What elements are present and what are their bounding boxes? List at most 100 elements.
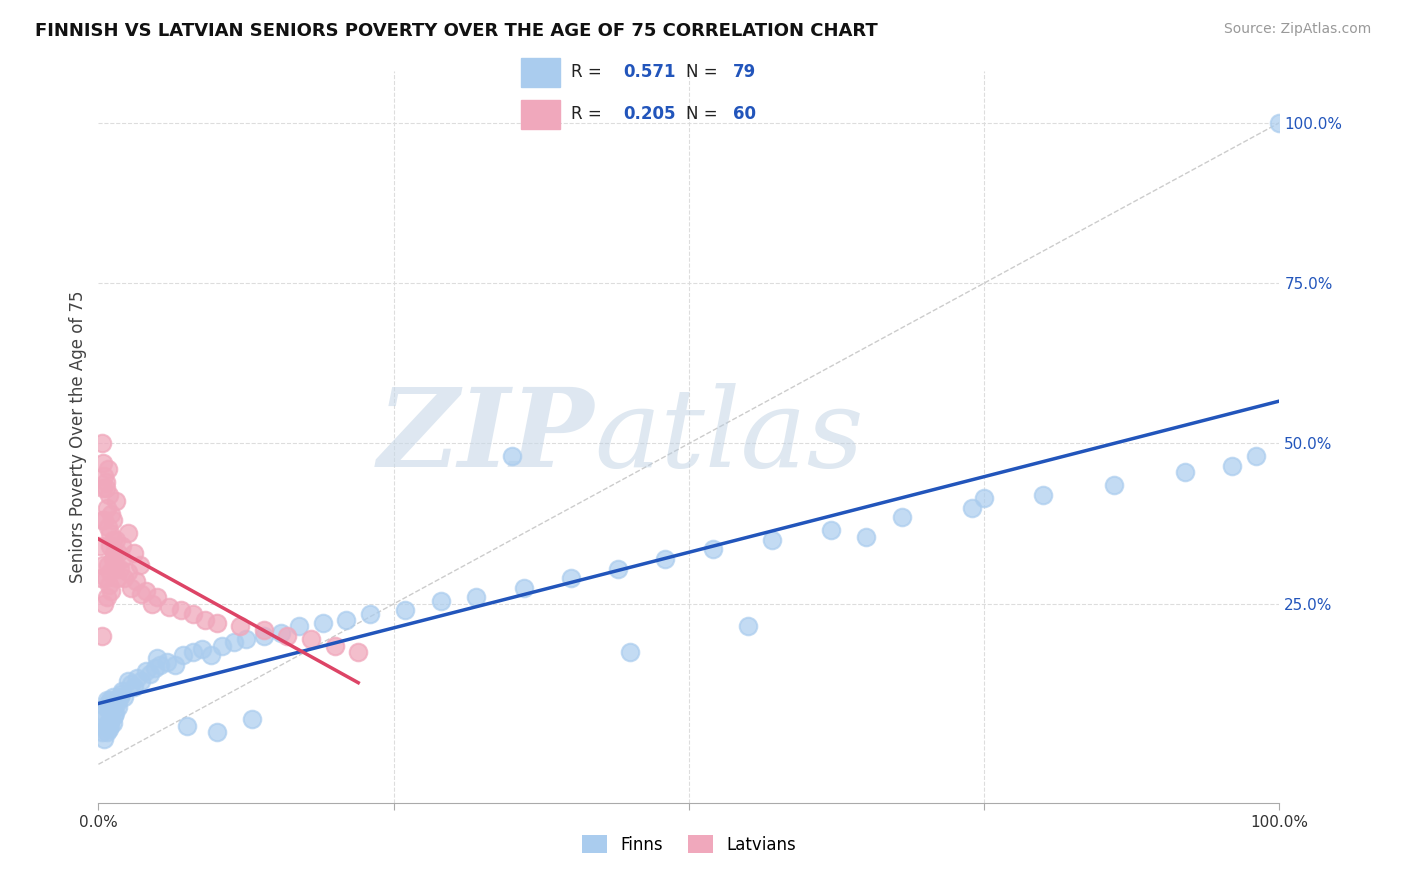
Point — [253, 629, 276, 643]
Point — [276, 629, 298, 643]
Point — [97, 462, 120, 476]
Point — [105, 693, 128, 707]
Point — [98, 539, 121, 553]
Point — [430, 593, 453, 607]
Text: 0.205: 0.205 — [623, 105, 675, 123]
Point — [111, 552, 134, 566]
Point — [91, 629, 114, 643]
Point — [104, 558, 127, 573]
Point — [98, 565, 121, 579]
Point — [100, 584, 122, 599]
Legend: Finns, Latvians: Finns, Latvians — [575, 829, 803, 860]
Point — [146, 591, 169, 605]
Point — [98, 722, 121, 736]
Point — [607, 561, 630, 575]
Point — [359, 607, 381, 621]
Point — [97, 558, 120, 573]
Point — [146, 651, 169, 665]
Point — [181, 645, 204, 659]
Point — [104, 706, 127, 720]
Point — [165, 657, 187, 672]
Point — [101, 552, 124, 566]
Point — [101, 715, 124, 730]
Point — [107, 699, 129, 714]
Point — [323, 639, 346, 653]
Point — [820, 523, 842, 537]
Point — [122, 681, 145, 695]
Point — [107, 545, 129, 559]
Point — [101, 533, 124, 547]
Bar — [522, 100, 560, 129]
Point — [96, 591, 118, 605]
Point — [1268, 116, 1291, 130]
Point — [101, 690, 124, 704]
Point — [96, 500, 118, 515]
Point — [560, 571, 582, 585]
Point — [1244, 450, 1267, 464]
Point — [200, 648, 222, 663]
Point — [110, 687, 132, 701]
Point — [93, 597, 115, 611]
Point — [512, 581, 534, 595]
Point — [89, 539, 111, 553]
Text: FINNISH VS LATVIAN SENIORS POVERTY OVER THE AGE OF 75 CORRELATION CHART: FINNISH VS LATVIAN SENIORS POVERTY OVER … — [35, 22, 877, 40]
Point — [100, 507, 122, 521]
Point — [94, 475, 117, 489]
Point — [105, 571, 128, 585]
Point — [98, 693, 121, 707]
Point — [1174, 466, 1197, 480]
Point — [149, 657, 172, 672]
Point — [94, 571, 117, 585]
Point — [94, 719, 117, 733]
Point — [224, 635, 246, 649]
Point — [176, 719, 198, 733]
Point — [91, 456, 114, 470]
Point — [100, 712, 122, 726]
Text: R =: R = — [571, 105, 607, 123]
Point — [465, 591, 488, 605]
Point — [1102, 478, 1125, 492]
Point — [270, 625, 292, 640]
Point — [112, 690, 135, 704]
Point — [93, 468, 115, 483]
Point — [1220, 458, 1243, 473]
Text: R =: R = — [571, 63, 607, 81]
Point — [122, 545, 145, 559]
Point — [211, 639, 233, 653]
Point — [135, 584, 157, 599]
Point — [97, 715, 120, 730]
Point — [890, 510, 912, 524]
Text: 0.571: 0.571 — [623, 63, 675, 81]
Point — [235, 632, 257, 647]
Y-axis label: Seniors Poverty Over the Age of 75: Seniors Poverty Over the Age of 75 — [69, 291, 87, 583]
Point — [619, 645, 641, 659]
Point — [111, 683, 134, 698]
Point — [117, 673, 139, 688]
Point — [93, 514, 115, 528]
Point — [288, 619, 311, 633]
Point — [98, 703, 121, 717]
Point — [111, 539, 134, 553]
Point — [94, 699, 117, 714]
Point — [191, 641, 214, 656]
Point — [121, 581, 143, 595]
Text: N =: N = — [686, 63, 723, 81]
Point — [654, 552, 676, 566]
Point — [205, 616, 228, 631]
Point — [100, 699, 122, 714]
Point — [91, 712, 114, 726]
Point — [93, 706, 115, 720]
Point — [229, 619, 252, 633]
Point — [135, 665, 157, 679]
Point — [128, 558, 150, 573]
Point — [108, 561, 131, 575]
Point — [91, 558, 114, 573]
Point — [335, 613, 357, 627]
Point — [97, 520, 120, 534]
Point — [97, 697, 120, 711]
Point — [962, 500, 984, 515]
Point — [91, 725, 114, 739]
Point — [761, 533, 783, 547]
Point — [501, 450, 523, 464]
Point — [299, 632, 322, 647]
